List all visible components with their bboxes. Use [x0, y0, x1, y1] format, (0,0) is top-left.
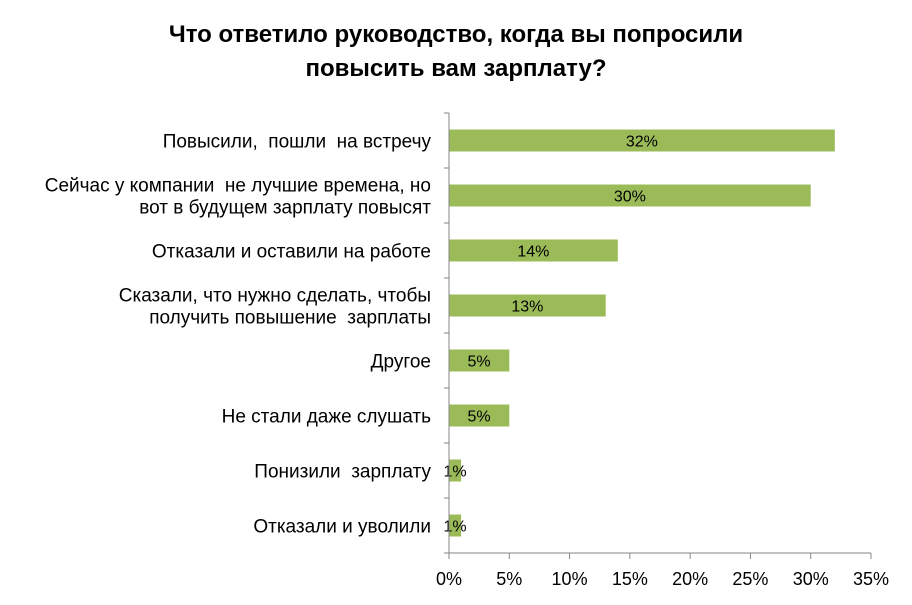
bar [449, 514, 462, 537]
category-label: Сейчас у компании не лучшие времена, но [45, 176, 431, 197]
category-label: Сказали, что нужно сделать, чтобы [119, 286, 431, 307]
data-label: 1% [443, 464, 466, 481]
bar [449, 294, 606, 317]
category-label: Не стали даже слушать [222, 407, 431, 428]
category-label: Отказали и уволили [253, 517, 431, 538]
bar [449, 349, 510, 372]
chart-title-line-1: Что ответило руководство, когда вы попро… [168, 21, 744, 48]
x-tick-label: 0% [436, 569, 462, 589]
category-label: Повысили, пошли на встречу [163, 132, 432, 153]
x-tick-label: 35% [853, 569, 889, 589]
x-tick-label: 25% [732, 569, 768, 589]
data-label: 32% [626, 134, 658, 151]
category-label: получить повышение зарплаты [149, 308, 431, 329]
x-tick-label: 5% [496, 569, 522, 589]
x-tick-label: 10% [552, 569, 588, 589]
bar [449, 459, 462, 482]
category-label: Другое [371, 352, 431, 373]
data-label: 1% [443, 519, 466, 536]
data-label: 5% [468, 354, 491, 371]
data-label: 5% [468, 409, 491, 426]
chart-title-line-2: повысить вам зарплату? [305, 55, 607, 82]
chart-title: Что ответило руководство, когда вы попро… [0, 18, 912, 86]
category-label: Понизили зарплату [254, 462, 431, 483]
data-label: 30% [614, 189, 646, 206]
x-tick-label: 30% [793, 569, 829, 589]
category-label: Отказали и оставили на работе [152, 242, 431, 263]
bar [449, 184, 811, 207]
data-label: 14% [517, 244, 549, 261]
bar [449, 404, 510, 427]
x-tick-label: 15% [612, 569, 648, 589]
bar [449, 129, 835, 152]
category-label: вот в будущем зарплату повысят [139, 198, 431, 219]
x-tick-label: 20% [672, 569, 708, 589]
data-label: 13% [511, 299, 543, 316]
bar [449, 239, 618, 262]
